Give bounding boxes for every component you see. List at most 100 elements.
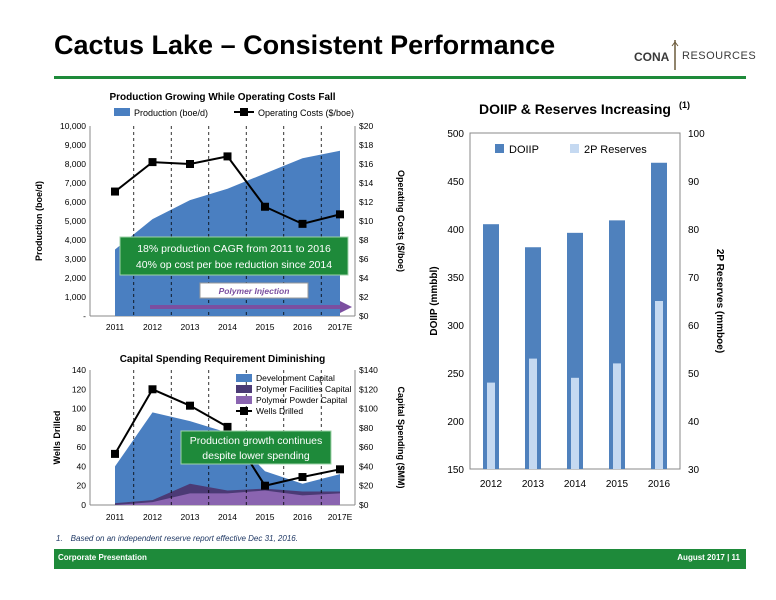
bar-2p-reserves bbox=[655, 301, 663, 469]
y-tick-label: 2,000 bbox=[65, 273, 87, 283]
polymer-injection-box bbox=[199, 282, 309, 299]
y-tick-label: 150 bbox=[447, 465, 464, 476]
y-tick-label: 7,000 bbox=[65, 178, 87, 188]
legend-marker-opcost bbox=[240, 108, 248, 116]
y-tick-label: 40 bbox=[77, 461, 87, 471]
bar-2p-reserves bbox=[529, 358, 537, 469]
y-tick-label: 8,000 bbox=[65, 159, 87, 169]
opcost-marker bbox=[148, 158, 157, 167]
y-axis-title: Production (boe/d) bbox=[34, 181, 44, 261]
logo-mark-icon bbox=[671, 40, 679, 70]
logo-word-resources: RESOURCES bbox=[682, 50, 757, 62]
y-tick-label: 6,000 bbox=[65, 197, 87, 207]
x-tick-label: 2015 bbox=[256, 512, 275, 522]
legend-swatch-2p bbox=[570, 144, 579, 153]
wells-marker bbox=[148, 385, 157, 394]
y-tick-label: 9,000 bbox=[65, 140, 87, 150]
y2-tick-label: $2 bbox=[359, 292, 369, 302]
legend-label-production: Production (boe/d) bbox=[134, 108, 208, 118]
y-tick-label: 60 bbox=[77, 442, 87, 452]
y2-axis-title: 2P Reserves (mmboe) bbox=[714, 249, 725, 353]
production-chart: Production Growing While Operating Costs… bbox=[34, 92, 406, 332]
y2-tick-label: 80 bbox=[688, 225, 700, 236]
y2-tick-label: $14 bbox=[359, 178, 373, 188]
wells-marker bbox=[186, 401, 194, 410]
y-tick-label: 300 bbox=[447, 321, 464, 332]
opcost-marker bbox=[223, 152, 232, 161]
spending-callout-line2: despite lower spending bbox=[202, 450, 310, 462]
y-tick-label: 120 bbox=[72, 384, 86, 394]
wells-marker bbox=[298, 473, 307, 482]
opcost-marker bbox=[298, 219, 307, 228]
y-tick-label: 140 bbox=[72, 365, 86, 375]
legend-label-2p: 2P Reserves bbox=[584, 144, 647, 156]
y2-tick-label: $6 bbox=[359, 254, 369, 264]
legend-label-opcost: Operating Costs ($/boe) bbox=[258, 108, 354, 118]
x-tick-label: 2016 bbox=[648, 479, 671, 490]
y-tick-label: 450 bbox=[447, 177, 464, 188]
x-tick-label: 2012 bbox=[143, 512, 162, 522]
x-tick-label: 2017E bbox=[328, 512, 353, 522]
y2-tick-label: $20 bbox=[359, 121, 373, 131]
x-tick-label: 2013 bbox=[522, 479, 545, 490]
legend-label: Development Capital bbox=[256, 373, 335, 383]
x-tick-label: 2012 bbox=[143, 322, 162, 332]
wells-marker bbox=[223, 422, 232, 431]
y2-tick-label: $140 bbox=[359, 365, 378, 375]
opcost-marker bbox=[186, 160, 194, 168]
bar-2p-reserves bbox=[571, 377, 579, 469]
y2-tick-label: $10 bbox=[359, 216, 373, 226]
company-logo: CONA RESOURCES bbox=[630, 40, 756, 72]
legend-label: Polymer Powder Capital bbox=[256, 395, 347, 405]
y-tick-label: 100 bbox=[72, 404, 86, 414]
y2-tick-label: $0 bbox=[359, 500, 369, 510]
legend-swatch-doiip bbox=[495, 144, 504, 153]
y2-tick-label: $100 bbox=[359, 404, 378, 414]
y2-tick-label: $0 bbox=[359, 311, 369, 321]
footnote-number: 1. bbox=[56, 534, 63, 543]
y2-tick-label: $8 bbox=[359, 235, 369, 245]
y2-tick-label: $40 bbox=[359, 461, 373, 471]
x-tick-label: 2014 bbox=[564, 479, 587, 490]
x-tick-label: 2011 bbox=[106, 322, 125, 332]
y2-axis-title: Capital Spending ($MM) bbox=[396, 387, 406, 489]
legend-swatch bbox=[236, 396, 252, 404]
x-tick-label: 2013 bbox=[181, 322, 200, 332]
logo-word-cona: CONA bbox=[634, 50, 670, 64]
x-tick-label: 2015 bbox=[256, 322, 275, 332]
y2-tick-label: $16 bbox=[359, 159, 373, 169]
footer-bar: Corporate Presentation August 2017 | 11 bbox=[54, 549, 746, 569]
x-tick-label: 2012 bbox=[480, 479, 503, 490]
y2-tick-label: 30 bbox=[688, 465, 700, 476]
title-divider bbox=[54, 76, 746, 79]
x-tick-label: 2017E bbox=[328, 322, 353, 332]
capex-chart: Capital Spending Requirement Diminishing… bbox=[52, 354, 406, 522]
series-area-polymer-powder bbox=[115, 490, 340, 505]
x-tick-label: 2016 bbox=[293, 512, 312, 522]
cagr-callout-line2: 40% op cost per boe reduction since 2014 bbox=[136, 259, 332, 271]
legend-swatch-production bbox=[114, 108, 130, 116]
y2-tick-label: $12 bbox=[359, 197, 373, 207]
legend-label-wells: Wells Drilled bbox=[256, 406, 303, 416]
x-tick-label: 2014 bbox=[218, 322, 237, 332]
polymer-injection-arrow-icon bbox=[340, 301, 352, 313]
x-tick-label: 2014 bbox=[218, 512, 237, 522]
y2-tick-label: 100 bbox=[688, 129, 705, 140]
spending-callout-line1: Production growth continues bbox=[190, 435, 323, 447]
wells-marker bbox=[111, 449, 119, 458]
y-tick-label: 10,000 bbox=[60, 121, 86, 131]
y2-tick-label: $4 bbox=[359, 273, 369, 283]
y-axis-title: Wells Drilled bbox=[52, 411, 62, 465]
bar-2p-reserves bbox=[613, 363, 621, 469]
opcost-marker bbox=[261, 202, 269, 211]
legend-label-doiip: DOIIP bbox=[509, 144, 539, 156]
footnote-text: Based on an independent reserve report e… bbox=[70, 534, 298, 543]
y-tick-label: 5,000 bbox=[65, 216, 87, 226]
y-tick-label: 0 bbox=[81, 500, 86, 510]
cagr-callout-line1: 18% production CAGR from 2011 to 2016 bbox=[137, 243, 331, 255]
wells-marker bbox=[336, 465, 344, 474]
opcost-marker bbox=[336, 210, 344, 219]
y2-tick-label: 50 bbox=[688, 369, 700, 380]
y2-axis-title: Operating Costs ($/boe) bbox=[396, 170, 406, 272]
x-tick-label: 2011 bbox=[106, 512, 125, 522]
